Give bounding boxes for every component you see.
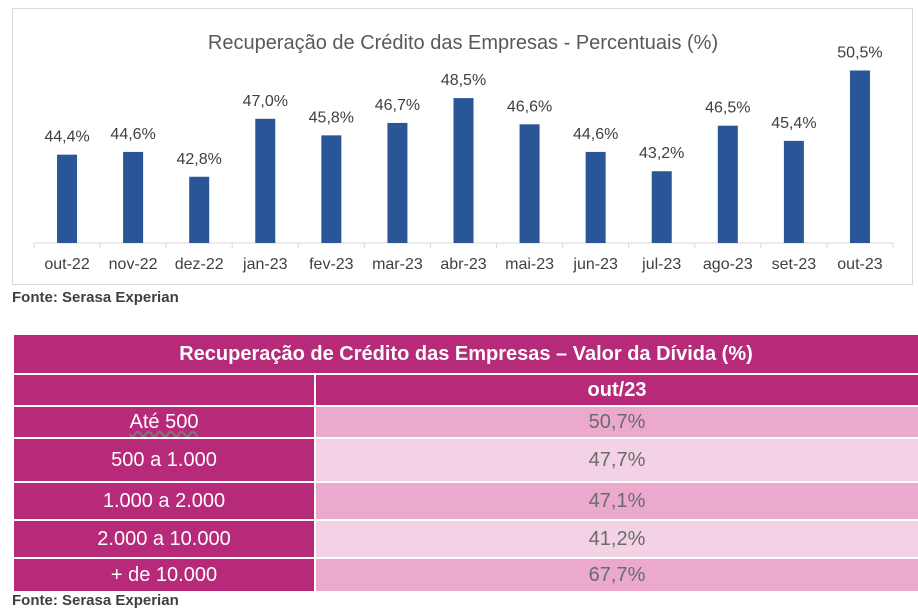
bar bbox=[651, 171, 672, 243]
row-value: 47,1% bbox=[313, 481, 918, 521]
x-tick-label: out-23 bbox=[837, 256, 882, 273]
row-value: 47,7% bbox=[313, 437, 918, 483]
table-row: 1.000 a 2.000 47,1% bbox=[12, 481, 918, 521]
data-label: 50,5% bbox=[837, 45, 882, 62]
bar-chart: Recuperação de Crédito das Empresas - Pe… bbox=[12, 8, 913, 285]
debt-value-table: Recuperação de Crédito das Empresas – Va… bbox=[11, 333, 918, 593]
x-tick-label: abr-23 bbox=[440, 256, 486, 273]
bar bbox=[321, 135, 342, 243]
x-tick-label: fev-23 bbox=[309, 256, 354, 273]
bar bbox=[585, 151, 606, 243]
bar bbox=[717, 125, 738, 243]
data-label: 43,2% bbox=[639, 145, 684, 162]
data-label: 48,5% bbox=[441, 72, 486, 89]
data-label: 45,8% bbox=[309, 109, 354, 126]
table-row: Até 500 50,7% bbox=[12, 405, 918, 439]
x-tick-label: out-22 bbox=[44, 256, 89, 273]
row-label: 500 a 1.000 bbox=[12, 437, 316, 483]
x-tick-label: set-23 bbox=[772, 256, 817, 273]
x-tick-label: dez-22 bbox=[175, 256, 224, 273]
bar bbox=[123, 151, 144, 243]
table-row: 500 a 1.000 47,7% bbox=[12, 437, 918, 483]
x-tick-label: jan-23 bbox=[242, 256, 288, 273]
data-label: 46,6% bbox=[507, 98, 552, 115]
data-label: 46,7% bbox=[375, 97, 420, 114]
chart-canvas: Recuperação de Crédito das Empresas - Pe… bbox=[33, 32, 894, 273]
bar bbox=[189, 176, 210, 243]
bar bbox=[519, 124, 540, 243]
data-label: 44,6% bbox=[573, 126, 618, 143]
data-label: 47,0% bbox=[243, 93, 288, 110]
row-label: + de 10.000 bbox=[12, 557, 316, 593]
table-row: + de 10.000 67,7% bbox=[12, 557, 918, 593]
table-header-blank bbox=[12, 373, 316, 407]
x-tick-label: jun-23 bbox=[572, 256, 618, 273]
table-source: Fonte: Serasa Experian bbox=[12, 592, 179, 609]
chart-title: Recuperação de Crédito das Empresas - Pe… bbox=[208, 32, 718, 54]
x-tick-label: nov-22 bbox=[109, 256, 158, 273]
x-tick-label: mar-23 bbox=[372, 256, 423, 273]
bar bbox=[783, 140, 804, 243]
data-label: 44,4% bbox=[44, 129, 89, 146]
row-label: 1.000 a 2.000 bbox=[12, 481, 316, 521]
bar bbox=[849, 70, 870, 243]
data-label: 46,5% bbox=[705, 100, 750, 117]
x-tick-label: mai-23 bbox=[505, 256, 554, 273]
bar bbox=[453, 98, 474, 243]
bar bbox=[57, 154, 78, 243]
row-value: 41,2% bbox=[313, 519, 918, 559]
row-value: 67,7% bbox=[313, 557, 918, 593]
row-label: Até 500 bbox=[12, 405, 316, 439]
table-title: Recuperação de Crédito das Empresas – Va… bbox=[11, 333, 918, 375]
row-value: 50,7% bbox=[313, 405, 918, 439]
table-column-header: out/23 bbox=[313, 373, 918, 407]
chart-source: Fonte: Serasa Experian bbox=[12, 289, 179, 306]
row-label: 2.000 a 10.000 bbox=[12, 519, 316, 559]
data-label: 44,6% bbox=[110, 126, 155, 143]
data-label: 45,4% bbox=[771, 115, 816, 132]
bar bbox=[255, 118, 276, 243]
x-tick-label: ago-23 bbox=[703, 256, 753, 273]
bar bbox=[387, 122, 408, 243]
data-label: 42,8% bbox=[177, 151, 222, 168]
x-tick-label: jul-23 bbox=[641, 256, 681, 273]
table-row: 2.000 a 10.000 41,2% bbox=[12, 519, 918, 559]
